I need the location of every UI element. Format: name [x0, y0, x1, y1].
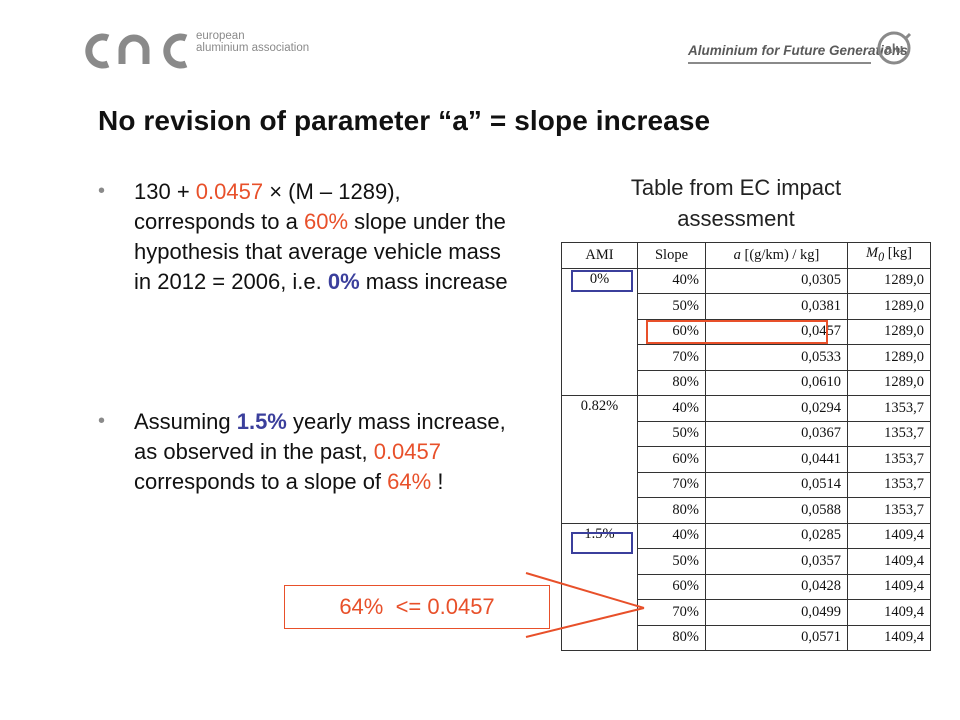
- ami-cell: 0%: [561, 267, 638, 396]
- bullet-text: Assuming 1.5% yearly mass increase, as o…: [134, 409, 506, 494]
- bullet-text: 130 + 0.0457 × (M – 1289), corresponds t…: [134, 179, 508, 294]
- slope-cell: 60%: [637, 446, 706, 473]
- header-m0: M0 [kg]: [847, 242, 931, 269]
- table-row: 50% 0,0381 1289,0: [562, 293, 931, 320]
- ec-impact-table: AMI Slope a [(g/km) / kg] M0 [kg] 0% 40% 0…: [561, 242, 931, 651]
- table-row: 70% 0,0533 1289,0: [562, 344, 931, 371]
- header-slope: Slope: [637, 242, 706, 269]
- logo-text-line2: aluminium association: [196, 42, 310, 54]
- a-cell: 0,0533: [705, 344, 848, 371]
- table-row: 0% 40% 0,0305 1289,0: [561, 267, 931, 396]
- tagline-underline: [688, 62, 871, 64]
- m0-cell: 1289,0: [847, 293, 931, 320]
- ami-cell: 0.82%: [561, 395, 638, 524]
- a-cell: 0,0294: [705, 395, 848, 422]
- alu-badge-icon: alu: [877, 31, 912, 65]
- m0-cell: 1409,4: [847, 548, 931, 575]
- a-cell: 0,0367: [705, 420, 848, 447]
- bullet-point: • 130 + 0.0457 × (M – 1289), corresponds…: [98, 177, 518, 297]
- table-row: 80% 0,0571 1409,4: [562, 624, 931, 651]
- m0-cell: 1409,4: [847, 624, 931, 651]
- slope-cell: 60%: [637, 573, 706, 600]
- table-row: 80% 0,0610 1289,0: [562, 369, 931, 396]
- ami-0-highlight: [571, 270, 633, 292]
- a-cell: 0,0381: [705, 293, 848, 320]
- header-ami: AMI: [561, 242, 638, 269]
- logo-text: european aluminium association: [196, 30, 309, 54]
- highlight-value: 0.0457: [373, 439, 441, 464]
- highlight-value: 0.0457: [195, 179, 264, 204]
- slope-cell: 50%: [637, 293, 706, 320]
- highlight-value: 1.5%: [236, 409, 287, 434]
- table-caption: Table from EC impact assessment: [630, 175, 842, 231]
- a-cell: 0,0571: [705, 624, 848, 651]
- slope-60-highlight: [646, 320, 828, 344]
- header-a: a [(g/km) / kg]: [705, 242, 848, 269]
- alu-badge-text: alu: [885, 41, 904, 56]
- slope-cell: 80%: [637, 624, 706, 651]
- highlight-value: 0%: [327, 269, 360, 294]
- table-row: 70% 0,0514 1353,7: [562, 471, 931, 498]
- table-row: 60% 0,0428 1409,4: [562, 573, 931, 600]
- bullet-icon: •: [98, 180, 106, 202]
- m0-cell: 1289,0: [847, 267, 931, 294]
- a-cell: 0,0428: [705, 573, 848, 600]
- m0-cell: 1409,4: [847, 599, 931, 626]
- bullet-icon: •: [98, 410, 106, 432]
- tagline: Aluminium for Future Generations: [688, 43, 908, 58]
- ami-1-5-highlight: [571, 532, 633, 554]
- m0-cell: 1289,0: [847, 344, 931, 371]
- slope-cell: 70%: [637, 344, 706, 371]
- table-row: 60% 0,0441 1353,7: [562, 446, 931, 473]
- slope-cell: 80%: [637, 497, 706, 524]
- bullet-point: • Assuming 1.5% yearly mass increase, as…: [98, 407, 518, 497]
- a-cell: 0,0514: [705, 471, 848, 498]
- slope-cell: 80%: [637, 369, 706, 396]
- m0-cell: 1353,7: [847, 497, 931, 524]
- page-title: No revision of parameter “a” = slope inc…: [98, 105, 711, 136]
- highlight-value: 60%: [303, 209, 349, 234]
- table-row: 80% 0,0588 1353,7: [562, 497, 931, 524]
- interpolation-callout: 64% <= 0.0457: [284, 585, 550, 629]
- highlight-value: 64%: [387, 469, 432, 494]
- eaa-logo: [85, 33, 188, 69]
- logo-text-line1: european: [196, 30, 245, 42]
- table-header-row: AMI Slope a [(g/km) / kg] M0 [kg]: [561, 242, 931, 269]
- table-row: 0.82% 40% 0,0294 1353,7: [561, 395, 931, 524]
